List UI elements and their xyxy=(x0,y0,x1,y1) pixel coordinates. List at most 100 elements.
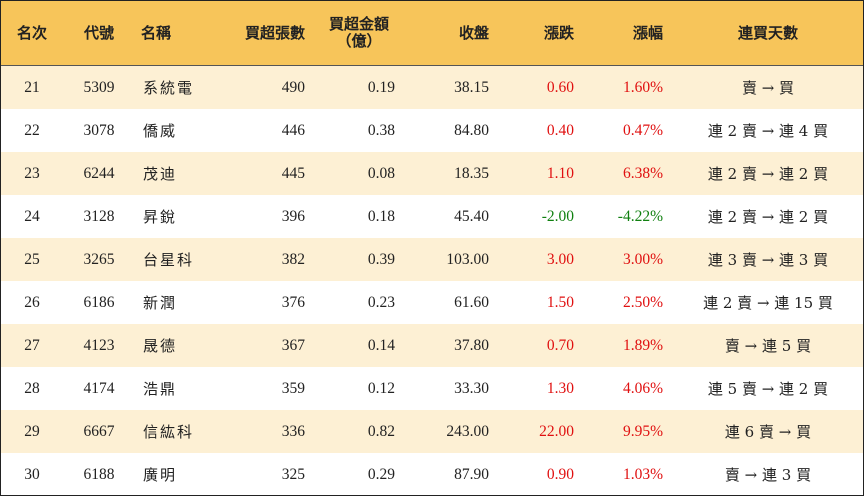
streak-cell: 賣 → 連 5 買 xyxy=(673,324,863,367)
name-cell: 晟德 xyxy=(135,324,215,367)
name-cell: 系統電 xyxy=(135,65,215,109)
header-net-buy-amount: 買超金額 （億） xyxy=(309,1,401,66)
change-pct-cell: 4.06% xyxy=(580,367,673,410)
net-buy-amount-cell: 0.23 xyxy=(309,281,401,324)
table-row: 26 6186 新潤 376 0.23 61.60 1.50 2.50% 連 2 賣 → 連 1… xyxy=(1,281,863,324)
change-cell: -2.00 xyxy=(493,195,580,238)
net-buy-amount-cell: 0.14 xyxy=(309,324,401,367)
table-row: 22 3078 僑威 446 0.38 84.80 0.40 0.47% 連 2 賣 → 連 4… xyxy=(1,109,863,152)
close-cell: 38.15 xyxy=(401,65,493,109)
change-pct-cell: 6.38% xyxy=(580,152,673,195)
table-row: 25 3265 台星科 382 0.39 103.00 3.00 3.00% 連 3 賣 → 連… xyxy=(1,238,863,281)
net-buy-lots-cell: 336 xyxy=(215,410,309,453)
net-buy-lots-cell: 446 xyxy=(215,109,309,152)
change-cell: 0.70 xyxy=(493,324,580,367)
close-cell: 61.60 xyxy=(401,281,493,324)
rank-cell: 29 xyxy=(1,410,63,453)
header-net-buy-lots: 買超張數 xyxy=(215,1,309,66)
change-cell: 1.50 xyxy=(493,281,580,324)
code-cell: 3128 xyxy=(63,195,135,238)
change-pct-cell: 9.95% xyxy=(580,410,673,453)
name-cell: 浩鼎 xyxy=(135,367,215,410)
table-body: 21 5309 系統電 490 0.19 38.15 0.60 1.60% 賣 → 買 22 307… xyxy=(1,65,863,495)
streak-cell: 連 6 賣 → 買 xyxy=(673,410,863,453)
code-cell: 6667 xyxy=(63,410,135,453)
name-cell: 新潤 xyxy=(135,281,215,324)
header-close: 收盤 xyxy=(401,1,493,66)
change-cell: 0.90 xyxy=(493,453,580,495)
net-buy-lots-cell: 359 xyxy=(215,367,309,410)
rank-cell: 23 xyxy=(1,152,63,195)
rank-cell: 22 xyxy=(1,109,63,152)
close-cell: 33.30 xyxy=(401,367,493,410)
streak-cell: 連 2 賣 → 連 2 買 xyxy=(673,152,863,195)
name-cell: 台星科 xyxy=(135,238,215,281)
header-net-buy-amount-line2: （億） xyxy=(336,32,382,50)
net-buy-lots-cell: 325 xyxy=(215,453,309,495)
table-row: 29 6667 信紘科 336 0.82 243.00 22.00 9.95% 連 6 賣 → … xyxy=(1,410,863,453)
code-cell: 6244 xyxy=(63,152,135,195)
header-streak: 連買天數 xyxy=(673,1,863,66)
name-cell: 廣明 xyxy=(135,453,215,495)
change-cell: 22.00 xyxy=(493,410,580,453)
rank-cell: 30 xyxy=(1,453,63,495)
header-code: 代號 xyxy=(63,1,135,66)
close-cell: 84.80 xyxy=(401,109,493,152)
change-pct-cell: 1.89% xyxy=(580,324,673,367)
close-cell: 87.90 xyxy=(401,453,493,495)
change-pct-cell: 2.50% xyxy=(580,281,673,324)
close-cell: 243.00 xyxy=(401,410,493,453)
header-row: 名次 代號 名稱 買超張數 買超金額 （億） 收盤 漲跌 漲幅 連買天數 xyxy=(1,1,863,66)
streak-cell: 連 2 賣 → 連 4 買 xyxy=(673,109,863,152)
code-cell: 3078 xyxy=(63,109,135,152)
rank-cell: 28 xyxy=(1,367,63,410)
streak-cell: 連 3 賣 → 連 3 買 xyxy=(673,238,863,281)
table-row: 28 4174 浩鼎 359 0.12 33.30 1.30 4.06% 連 5 賣 → 連 2… xyxy=(1,367,863,410)
header-rank: 名次 xyxy=(1,1,63,66)
change-pct-cell: -4.22% xyxy=(580,195,673,238)
name-cell: 信紘科 xyxy=(135,410,215,453)
code-cell: 4123 xyxy=(63,324,135,367)
change-cell: 3.00 xyxy=(493,238,580,281)
net-buy-lots-cell: 396 xyxy=(215,195,309,238)
rank-cell: 25 xyxy=(1,238,63,281)
table-row: 24 3128 昇銳 396 0.18 45.40 -2.00 -4.22% 連 2 賣 → 連… xyxy=(1,195,863,238)
net-buy-amount-cell: 0.82 xyxy=(309,410,401,453)
name-cell: 昇銳 xyxy=(135,195,215,238)
streak-cell: 連 5 賣 → 連 2 買 xyxy=(673,367,863,410)
net-buy-amount-cell: 0.39 xyxy=(309,238,401,281)
close-cell: 37.80 xyxy=(401,324,493,367)
change-pct-cell: 1.03% xyxy=(580,453,673,495)
net-buy-lots-cell: 490 xyxy=(215,65,309,109)
net-buy-amount-cell: 0.29 xyxy=(309,453,401,495)
net-buy-amount-cell: 0.38 xyxy=(309,109,401,152)
header-net-buy-amount-line1: 買超金額 xyxy=(328,15,389,33)
code-cell: 5309 xyxy=(63,65,135,109)
change-pct-cell: 3.00% xyxy=(580,238,673,281)
header-change-pct: 漲幅 xyxy=(580,1,673,66)
name-cell: 茂迪 xyxy=(135,152,215,195)
name-cell: 僑威 xyxy=(135,109,215,152)
table-row: 27 4123 晟德 367 0.14 37.80 0.70 1.89% 賣 → 連 5 買 xyxy=(1,324,863,367)
code-cell: 3265 xyxy=(63,238,135,281)
rank-cell: 27 xyxy=(1,324,63,367)
net-buy-lots-cell: 445 xyxy=(215,152,309,195)
table-row: 21 5309 系統電 490 0.19 38.15 0.60 1.60% 賣 → 買 xyxy=(1,65,863,109)
change-cell: 1.30 xyxy=(493,367,580,410)
close-cell: 103.00 xyxy=(401,238,493,281)
header-name: 名稱 xyxy=(135,1,215,66)
change-cell: 1.10 xyxy=(493,152,580,195)
streak-cell: 賣 → 買 xyxy=(673,65,863,109)
rank-cell: 26 xyxy=(1,281,63,324)
streak-cell: 賣 → 連 3 買 xyxy=(673,453,863,495)
change-cell: 0.60 xyxy=(493,65,580,109)
code-cell: 6186 xyxy=(63,281,135,324)
net-buy-lots-cell: 382 xyxy=(215,238,309,281)
code-cell: 4174 xyxy=(63,367,135,410)
streak-cell: 連 2 賣 → 連 15 買 xyxy=(673,281,863,324)
streak-cell: 連 2 賣 → 連 2 買 xyxy=(673,195,863,238)
rank-cell: 21 xyxy=(1,65,63,109)
change-pct-cell: 1.60% xyxy=(580,65,673,109)
